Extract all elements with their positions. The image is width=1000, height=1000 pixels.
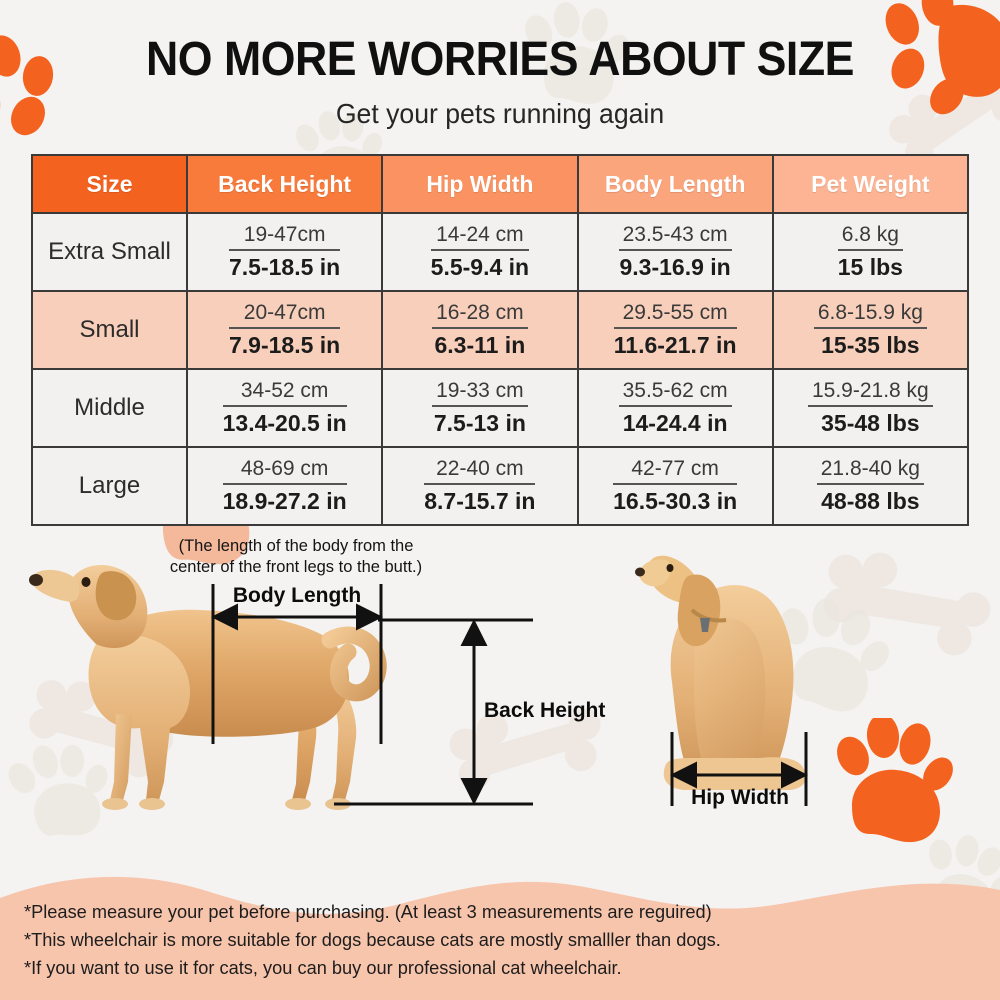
value-in: 7.9-18.5 in xyxy=(229,332,341,359)
cell-pet-weight: 21.8-40 kg 48-88 lbs xyxy=(771,446,970,526)
column-header-pet-weight: Pet Weight xyxy=(771,154,970,214)
footer-disclaimer: *Please measure your pet before purchasi… xyxy=(24,898,984,982)
value-in: 5.5-9.4 in xyxy=(430,254,530,281)
value-cm: 29.5-55 cm xyxy=(613,301,737,330)
label-hip-width: Hip Width xyxy=(691,786,789,809)
value-lbs: 15 lbs xyxy=(837,254,903,281)
page-subtitle: Get your pets running again xyxy=(335,98,665,129)
table-row: Small 20-47cm 7.9-18.5 in 16-28 cm 6.3-11 … xyxy=(31,290,970,370)
body-length-note-line-2: center of the front legs to the butt.) xyxy=(170,558,422,576)
value-cm: 34-52 cm xyxy=(222,379,347,408)
value-kg: 6.8 kg xyxy=(837,223,903,252)
value-cm: 22-40 cm xyxy=(424,457,536,486)
page-title: NO MORE WORRIES ABOUT SIZE xyxy=(146,33,854,86)
cell-pet-weight: 6.8 kg 15 lbs xyxy=(771,212,970,292)
value-in: 13.4-20.5 in xyxy=(222,410,347,437)
value-cm: 19-47cm xyxy=(229,223,341,252)
cell-body-length: 29.5-55 cm 11.6-21.7 in xyxy=(576,290,774,370)
cell-hip-width: 19-33 cm 7.5-13 in xyxy=(381,368,579,448)
value-cm: 35.5-62 cm xyxy=(618,379,732,408)
value-cm: 16-28 cm xyxy=(432,301,528,330)
measurement-diagram: (The length of the body from the center … xyxy=(0,532,1000,862)
column-header-size: Size xyxy=(31,154,188,214)
size-chart-table: Size Back Height Hip Width Body Length P… xyxy=(31,154,970,526)
cell-back-height: 19-47cm 7.5-18.5 in xyxy=(185,212,384,292)
table-header-row: Size Back Height Hip Width Body Length P… xyxy=(31,154,970,214)
column-header-body-length: Body Length xyxy=(576,154,774,214)
cell-body-length: 23.5-43 cm 9.3-16.9 in xyxy=(576,212,774,292)
column-header-back-height: Back Height xyxy=(185,154,384,214)
cell-hip-width: 14-24 cm 5.5-9.4 in xyxy=(381,212,579,292)
cell-hip-width: 22-40 cm 8.7-15.7 in xyxy=(381,446,579,526)
cell-hip-width: 16-28 cm 6.3-11 in xyxy=(381,290,579,370)
value-lbs: 15-35 lbs xyxy=(821,332,920,359)
value-kg: 21.8-40 kg xyxy=(816,457,924,486)
cell-pet-weight: 15.9-21.8 kg 35-48 lbs xyxy=(771,368,970,448)
table-row: Middle 34-52 cm 13.4-20.5 in 19-33 cm 7.5-… xyxy=(31,368,970,448)
value-cm: 19-33 cm xyxy=(432,379,528,408)
table-row: Extra Small 19-47cm 7.5-18.5 in 14-24 cm 5… xyxy=(31,212,970,292)
footer-line-3: *If you want to use it for cats, you can… xyxy=(24,957,622,979)
footer-section: *Please measure your pet before purchasi… xyxy=(0,860,1000,1000)
value-cm: 42-77 cm xyxy=(613,457,738,486)
cell-back-height: 34-52 cm 13.4-20.5 in xyxy=(185,368,384,448)
cell-size: Middle xyxy=(31,368,188,448)
cell-back-height: 48-69 cm 18.9-27.2 in xyxy=(185,446,384,526)
cell-back-height: 20-47cm 7.9-18.5 in xyxy=(185,290,384,370)
value-in: 7.5-13 in xyxy=(433,410,526,437)
cell-size: Extra Small xyxy=(31,212,188,292)
value-lbs: 48-88 lbs xyxy=(821,488,920,515)
cell-body-length: 42-77 cm 16.5-30.3 in xyxy=(576,446,774,526)
cell-pet-weight: 6.8-15.9 kg 15-35 lbs xyxy=(771,290,970,370)
value-cm: 20-47cm xyxy=(229,301,341,330)
size-chart-container: Size Back Height Hip Width Body Length P… xyxy=(31,154,970,526)
column-header-hip-width: Hip Width xyxy=(381,154,579,214)
value-cm: 23.5-43 cm xyxy=(618,223,732,252)
value-in: 9.3-16.9 in xyxy=(619,254,731,281)
value-in: 6.3-11 in xyxy=(434,332,526,359)
value-cm: 48-69 cm xyxy=(222,457,347,486)
sitting-dog-image xyxy=(635,555,806,790)
footer-line-1: *Please measure your pet before purchasi… xyxy=(24,901,712,922)
cell-size: Large xyxy=(31,446,188,526)
value-in: 18.9-27.2 in xyxy=(222,488,347,515)
label-body-length: Body Length xyxy=(233,584,361,607)
body-length-note-line-1: (The length of the body from the xyxy=(179,537,414,555)
value-in: 8.7-15.7 in xyxy=(424,488,536,515)
value-lbs: 35-48 lbs xyxy=(821,410,920,437)
value-in: 7.5-18.5 in xyxy=(229,254,341,281)
value-cm: 14-24 cm xyxy=(430,223,530,252)
header-section: NO MORE WORRIES ABOUT SIZE Get your pets… xyxy=(0,0,1000,130)
value-kg: 15.9-21.8 kg xyxy=(807,379,933,408)
cell-body-length: 35.5-62 cm 14-24.4 in xyxy=(576,368,774,448)
value-kg: 6.8-15.9 kg xyxy=(813,301,927,330)
cell-size: Small xyxy=(31,290,188,370)
label-back-height: Back Height xyxy=(484,699,605,722)
value-in: 14-24.4 in xyxy=(622,410,728,437)
footer-line-2: *This wheelchair is more suitable for do… xyxy=(24,929,721,951)
value-in: 11.6-21.7 in xyxy=(613,332,737,359)
value-in: 16.5-30.3 in xyxy=(613,488,738,515)
table-row: Large 48-69 cm 18.9-27.2 in 22-40 cm 8.7-1… xyxy=(31,446,970,526)
